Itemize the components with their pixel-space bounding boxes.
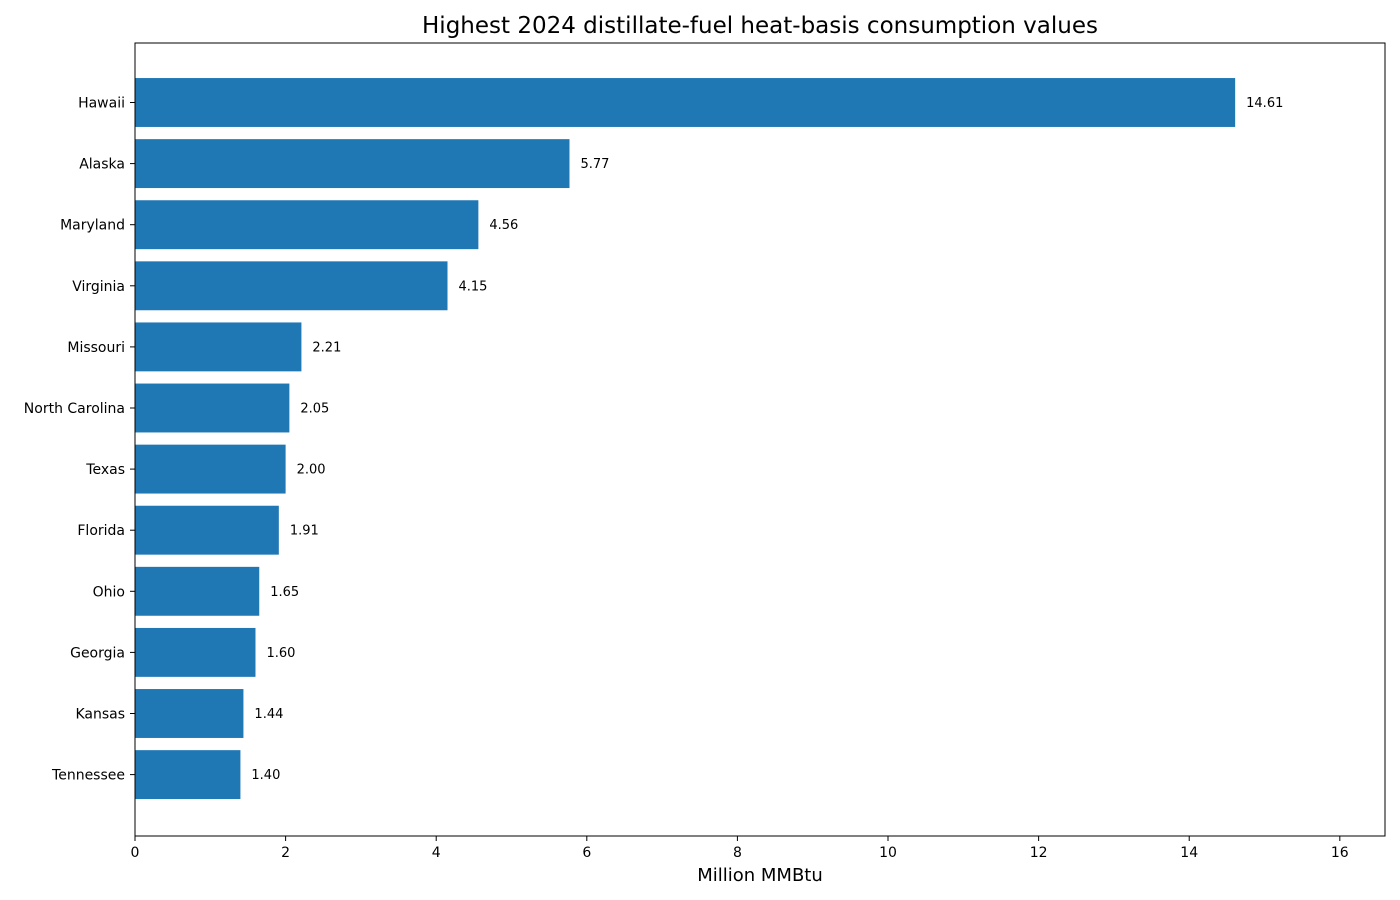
y-tick-label: Alaska <box>79 157 125 173</box>
plot-frame <box>134 42 1386 837</box>
chart-title: Highest 2024 distillate-fuel heat-basis … <box>422 13 1098 39</box>
data-label: 5.77 <box>580 157 609 172</box>
data-label: 1.44 <box>254 707 283 722</box>
bar-tennessee <box>135 750 241 800</box>
y-tick-label: Ohio <box>93 584 125 600</box>
bar-virginia <box>135 261 448 311</box>
x-tick-label: 8 <box>733 845 742 861</box>
x-axis-label: Million MMBtu <box>697 865 823 886</box>
x-tick-label: 16 <box>1331 845 1349 861</box>
y-tick-label: Texas <box>85 462 125 478</box>
y-tick-label: Virginia <box>72 279 125 295</box>
x-tick-label: 6 <box>582 845 591 861</box>
bar-texas <box>135 444 286 494</box>
data-label: 1.65 <box>270 585 299 600</box>
bar-alaska <box>135 139 570 189</box>
data-label: 2.00 <box>297 463 326 478</box>
data-label: 1.40 <box>251 768 280 783</box>
x-tick-label: 10 <box>879 845 897 861</box>
bar-florida <box>135 505 279 555</box>
x-tick-label: 12 <box>1030 845 1048 861</box>
bar-north-carolina <box>135 383 290 433</box>
y-tick-label: Tennessee <box>51 768 125 784</box>
x-tick-label: 14 <box>1180 845 1198 861</box>
data-label: 2.21 <box>312 340 341 355</box>
y-tick-label: North Carolina <box>24 401 125 417</box>
y-tick-label: Missouri <box>67 340 125 356</box>
bar-hawaii <box>135 78 1236 127</box>
x-tick-label: 0 <box>131 845 140 861</box>
data-label: 4.56 <box>489 218 518 233</box>
bars-layer: 14.61 5.77 4.56 4.15 2.21 2.05 2.00 1.91 1.65 1.6… <box>135 78 1283 800</box>
bar-kansas <box>135 689 244 738</box>
data-label: 2.05 <box>300 402 329 417</box>
y-tick-label: Kansas <box>75 707 125 723</box>
y-tick-label: Hawaii <box>78 96 125 112</box>
y-tick-label: Maryland <box>60 218 125 234</box>
bar-georgia <box>135 627 256 677</box>
y-tick-label: Georgia <box>70 645 125 661</box>
x-tick-label: 2 <box>281 845 290 861</box>
bar-ohio <box>135 566 260 616</box>
bar-missouri <box>135 322 302 372</box>
data-label: 14.61 <box>1246 96 1283 111</box>
data-label: 1.60 <box>266 646 295 661</box>
y-tick-label: Florida <box>77 523 125 539</box>
x-tick-label: 4 <box>432 845 441 861</box>
bar-maryland <box>135 200 479 250</box>
data-label: 1.91 <box>290 524 319 539</box>
y-axis: Hawaii Alaska Maryland Virginia Missouri Nort… <box>24 96 135 784</box>
x-axis: 0 2 4 6 8 10 12 14 16 <box>131 836 1349 861</box>
data-label: 4.15 <box>459 279 488 294</box>
